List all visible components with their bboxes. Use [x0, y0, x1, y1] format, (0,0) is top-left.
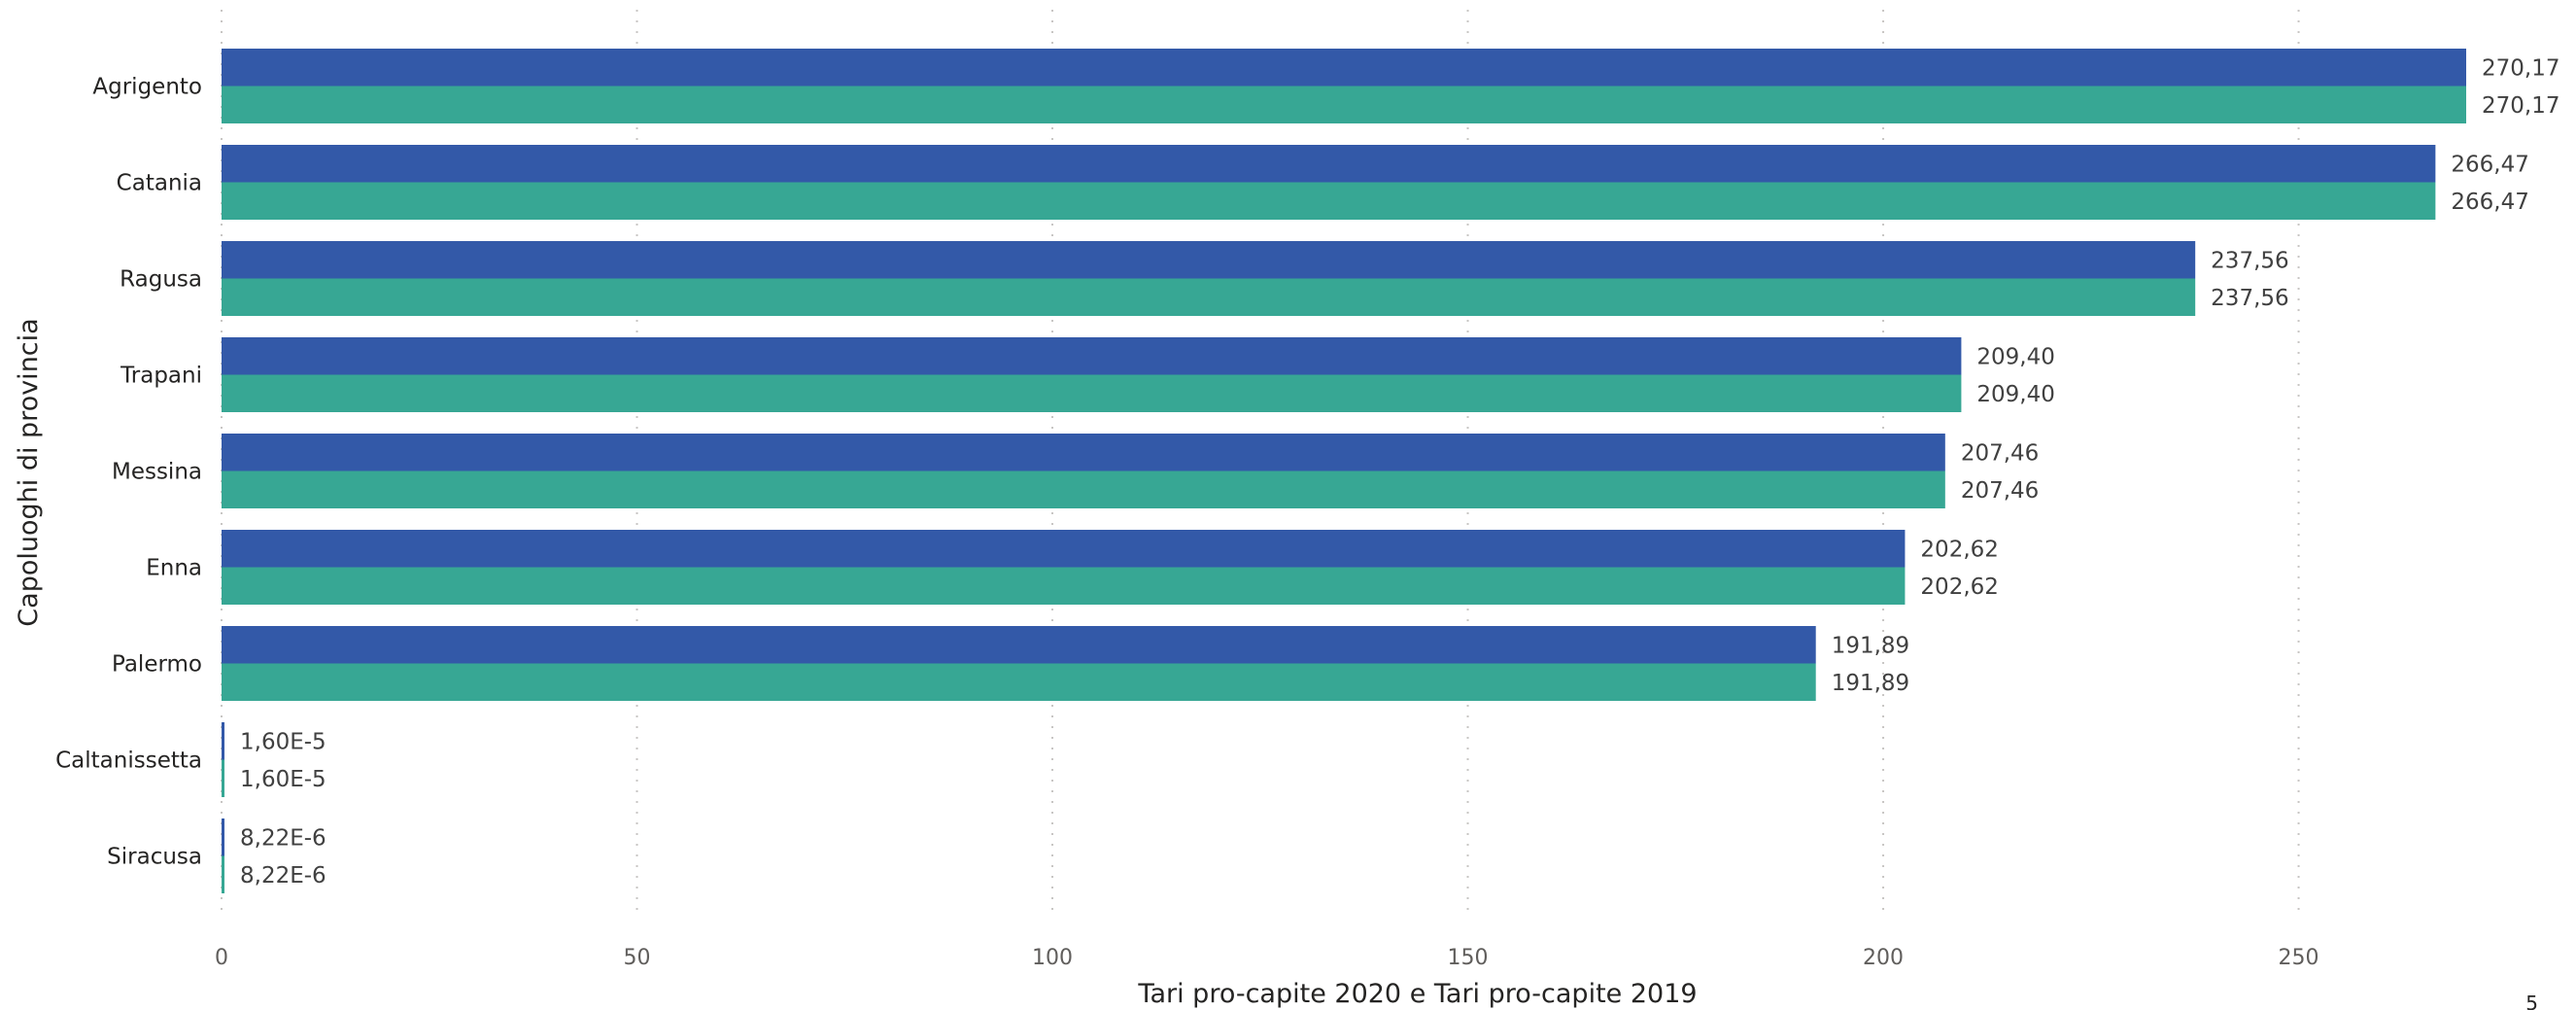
bar	[222, 49, 2466, 87]
x-tick-label: 200	[1863, 946, 1904, 970]
data-label: 207,46	[1961, 478, 2039, 504]
data-label: 202,62	[1920, 575, 1998, 600]
data-label: 237,56	[2211, 248, 2288, 273]
bar	[222, 663, 1816, 701]
bar	[222, 530, 1906, 568]
x-tick-label: 50	[624, 946, 651, 970]
data-label: 209,40	[1976, 344, 2054, 369]
data-label: 270,17	[2482, 55, 2559, 81]
bar	[222, 470, 1945, 508]
category-label: Ragusa	[120, 267, 202, 293]
corner-number: 5	[2525, 992, 2538, 1010]
category-label: Caltanissetta	[55, 749, 202, 774]
bar	[222, 567, 1906, 605]
y-axis-title: Capoluoghi di provincia	[14, 318, 44, 626]
bar	[222, 278, 2196, 316]
bars	[222, 49, 2466, 893]
x-tick-labels: 0 50 100 150 200 250	[215, 946, 2319, 970]
data-label: 8,22E-6	[240, 825, 326, 851]
data-label: 266,47	[2451, 152, 2528, 177]
category-label: Messina	[112, 460, 202, 485]
data-label: 202,62	[1920, 537, 1998, 562]
data-label: 266,47	[2451, 190, 2528, 215]
data-label: 8,22E-6	[240, 863, 326, 888]
category-labels: Agrigento Catania Ragusa Trapani Messina Enna…	[55, 75, 202, 870]
category-label: Enna	[146, 556, 202, 581]
data-label: 1,60E-5	[240, 767, 326, 792]
bar	[222, 145, 2436, 183]
data-label: 191,89	[1832, 671, 1909, 696]
x-tick-label: 0	[215, 946, 228, 970]
data-label: 191,89	[1832, 633, 1909, 658]
data-label: 1,60E-5	[240, 729, 326, 754]
category-label: Agrigento	[92, 75, 202, 100]
bar	[222, 626, 1816, 664]
x-tick-label: 250	[2279, 946, 2319, 970]
data-label: 209,40	[1976, 382, 2054, 407]
bar	[222, 241, 2196, 279]
data-labels: 270,17 270,17 266,47 266,47 237,56 237,56 209,…	[240, 55, 2559, 888]
bar	[222, 337, 1962, 375]
bar	[222, 374, 1962, 412]
category-label: Palermo	[112, 652, 202, 678]
data-label: 207,46	[1961, 440, 2039, 466]
bar	[222, 86, 2466, 123]
bar	[222, 182, 2436, 220]
bar	[222, 759, 224, 797]
data-label: 237,56	[2211, 286, 2288, 311]
data-label: 270,17	[2482, 93, 2559, 119]
bar	[222, 855, 224, 893]
category-label: Trapani	[120, 364, 202, 389]
x-tick-label: 150	[1448, 946, 1489, 970]
category-label: Catania	[117, 171, 202, 196]
bar	[222, 434, 1945, 471]
bar	[222, 722, 224, 760]
x-axis-title: Tari pro-capite 2020 e Tari pro-capite 2…	[1137, 979, 1697, 1009]
category-label: Siracusa	[107, 845, 202, 870]
x-tick-label: 100	[1032, 946, 1073, 970]
bar	[222, 818, 224, 856]
